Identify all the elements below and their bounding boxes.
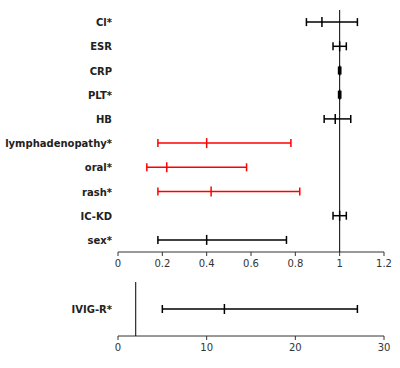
x-tick-label: 30 xyxy=(378,342,391,353)
center-mark xyxy=(224,304,226,314)
category-label: HB xyxy=(96,114,112,125)
x-tick xyxy=(206,336,207,340)
category-label: lymphadenopathy* xyxy=(5,138,113,149)
x-tick-label: 0.6 xyxy=(243,258,259,269)
center-mark xyxy=(339,90,341,100)
marks xyxy=(147,10,358,252)
error-cap-high xyxy=(346,42,348,50)
center-mark xyxy=(339,211,341,221)
error-bar xyxy=(162,308,357,310)
error-cap-low xyxy=(323,115,325,123)
error-bar xyxy=(324,118,351,120)
x-tick xyxy=(295,336,296,340)
panel: 0 10 20 30 IVIG-R* xyxy=(72,282,391,353)
marks xyxy=(136,282,358,336)
x-tick-label: 1 xyxy=(336,258,342,269)
x-tick-label: 0.4 xyxy=(199,258,215,269)
x-tick xyxy=(206,252,207,256)
x-tick xyxy=(384,252,385,256)
error-cap-low xyxy=(157,139,159,147)
center-mark xyxy=(206,138,208,148)
error-cap-low xyxy=(162,305,164,313)
center-mark xyxy=(334,114,336,124)
category-label: CRP xyxy=(90,66,112,77)
error-cap-high xyxy=(286,236,288,244)
x-tick xyxy=(251,252,252,256)
category-label: PLT* xyxy=(88,90,113,101)
x-tick-label: 0 xyxy=(115,258,121,269)
x-tick xyxy=(118,336,119,340)
error-cap-high xyxy=(246,163,248,171)
category-label: oral* xyxy=(85,162,113,173)
error-cap-high xyxy=(357,305,359,313)
error-cap-high xyxy=(357,18,359,26)
x-tick-label: 20 xyxy=(289,342,302,353)
chart-root: 0 0.2 0.4 0.6 0.8 1 1.2 Cl* ESR CRP PLT* HB lymphade… xyxy=(0,0,400,368)
x-tick xyxy=(339,252,340,256)
error-cap-low xyxy=(157,188,159,196)
center-mark xyxy=(339,41,341,51)
x-tick xyxy=(162,252,163,256)
error-bar xyxy=(158,239,287,241)
x-tick xyxy=(384,336,385,340)
x-tick-label: 10 xyxy=(200,342,213,353)
error-cap-low xyxy=(157,236,159,244)
error-cap-high xyxy=(299,188,301,196)
error-cap-low xyxy=(338,67,340,75)
reference-line xyxy=(135,282,136,336)
center-mark xyxy=(210,187,212,197)
category-label: sex* xyxy=(88,235,113,246)
error-cap-low xyxy=(338,91,340,99)
x-tick-label: 1.2 xyxy=(376,258,392,269)
error-cap-low xyxy=(332,42,334,50)
error-bar xyxy=(147,167,247,169)
error-cap-high xyxy=(350,115,352,123)
error-bar xyxy=(158,191,300,193)
center-mark xyxy=(321,17,323,27)
category-label: rash* xyxy=(82,187,113,198)
error-cap-low xyxy=(332,212,334,220)
error-cap-high xyxy=(340,91,342,99)
category-label: ESR xyxy=(90,41,112,52)
x-axis-line xyxy=(118,336,384,337)
x-tick-label: 0.2 xyxy=(154,258,170,269)
category-label: IC-KD xyxy=(81,211,113,222)
x-tick-label: 0.8 xyxy=(287,258,303,269)
center-mark xyxy=(206,235,208,245)
x-tick-label: 0 xyxy=(115,342,121,353)
error-cap-high xyxy=(340,67,342,75)
center-mark xyxy=(339,66,341,76)
category-label: Cl* xyxy=(96,17,113,28)
error-cap-high xyxy=(290,139,292,147)
panel: 0 0.2 0.4 0.6 0.8 1 1.2 Cl* ESR CRP PLT* HB lymphade… xyxy=(5,10,392,269)
error-cap-high xyxy=(346,212,348,220)
error-bar xyxy=(306,21,357,23)
error-bar xyxy=(158,142,291,144)
category-label: IVIG-R* xyxy=(72,304,113,315)
x-tick xyxy=(295,252,296,256)
error-cap-low xyxy=(306,18,308,26)
x-tick xyxy=(118,252,119,256)
center-mark xyxy=(166,162,168,172)
reference-line xyxy=(339,10,340,252)
error-cap-low xyxy=(146,163,148,171)
